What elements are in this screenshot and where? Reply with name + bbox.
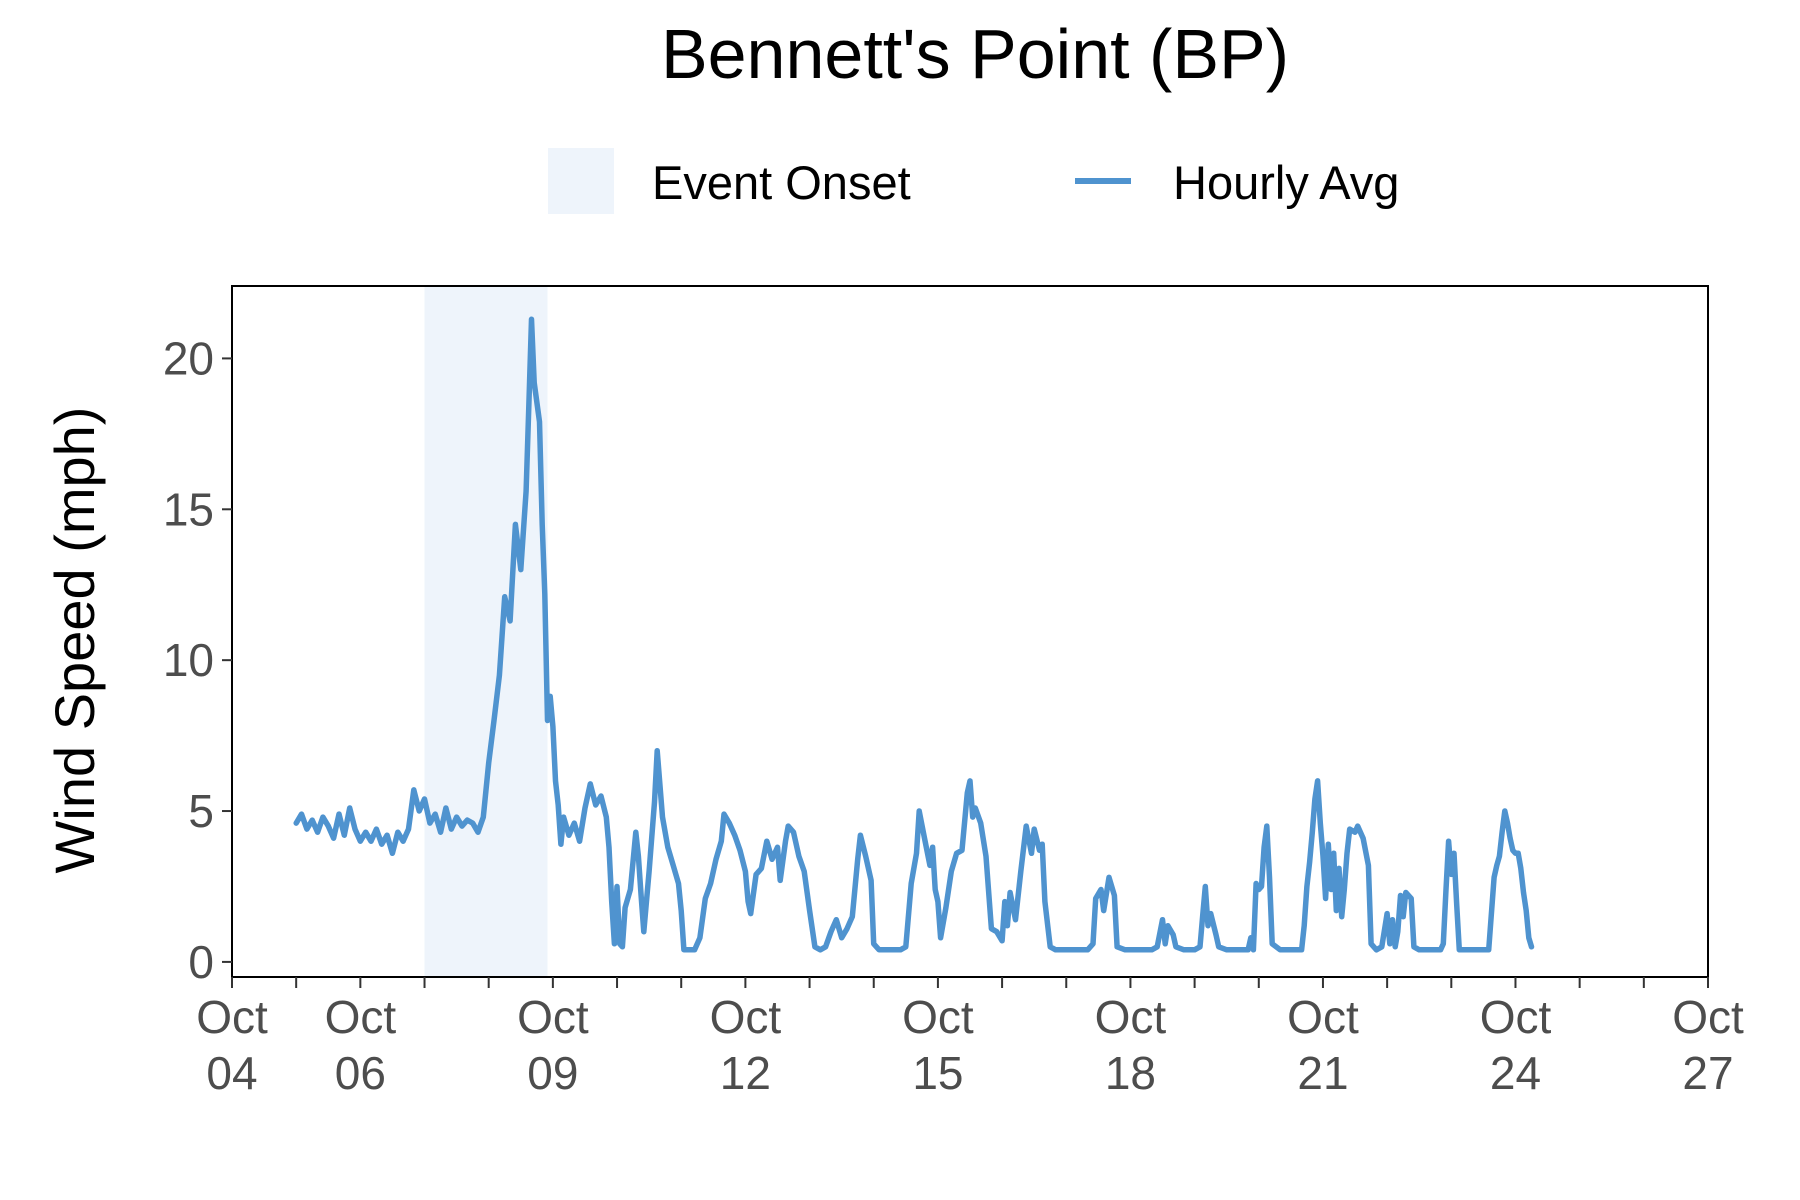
plot-panel-border xyxy=(231,285,1709,978)
x-tick-label: Oct 18 xyxy=(1095,991,1167,1099)
y-axis: 0 5 10 15 20 xyxy=(163,332,232,988)
y-tick-label: 10 xyxy=(163,634,214,686)
x-axis: Oct 04 Oct 06 Oct 09 Oct 12 Oct 15 Oct 18 Oct 21 Oct 24… xyxy=(196,977,1744,1099)
y-tick-label: 5 xyxy=(188,785,214,837)
legend-label-event-onset: Event Onset xyxy=(652,156,911,209)
x-tick-label: Oct 04 xyxy=(196,991,268,1099)
x-tick-label: Oct 09 xyxy=(517,991,589,1099)
x-tick-label: Oct 15 xyxy=(902,991,974,1099)
legend-key-event-onset xyxy=(548,148,614,214)
x-tick-label: Oct 06 xyxy=(325,991,397,1099)
series-line-hourly-avg xyxy=(293,316,1535,953)
x-tick-label: Oct 24 xyxy=(1480,991,1552,1099)
hourly-avg-line-layer xyxy=(293,316,1535,953)
legend: Event Onset Hourly Avg xyxy=(548,148,1399,214)
x-tick-label: Oct 27 xyxy=(1672,991,1744,1099)
x-tick-label: Oct 21 xyxy=(1287,991,1359,1099)
legend-label-hourly-avg: Hourly Avg xyxy=(1173,156,1399,209)
chart-title: Bennett's Point (BP) xyxy=(661,15,1289,93)
y-axis-title: Wind Speed (mph) xyxy=(43,407,106,874)
y-tick-label: 15 xyxy=(163,483,214,535)
y-tick-label: 0 xyxy=(188,936,214,988)
x-tick-label: Oct 12 xyxy=(710,991,782,1099)
y-tick-label: 20 xyxy=(163,332,214,384)
